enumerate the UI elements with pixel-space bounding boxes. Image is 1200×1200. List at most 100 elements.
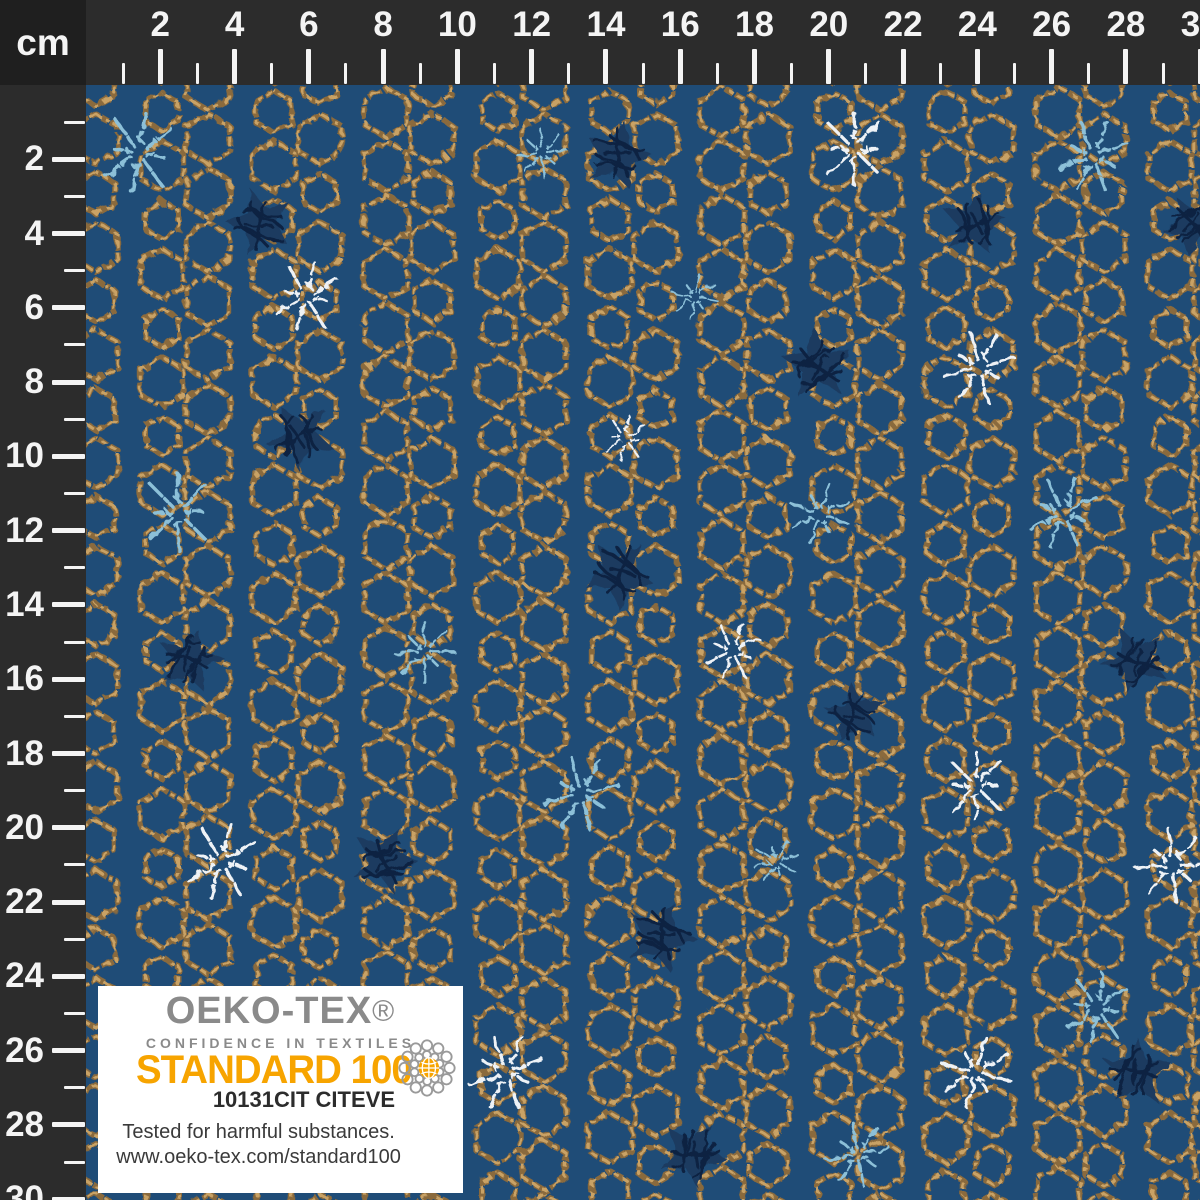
ruler-number: 2	[150, 5, 170, 44]
ruler-tick	[938, 63, 942, 84]
gold-hexagon-highlight	[744, 760, 792, 814]
gold-hexagon	[1082, 277, 1126, 325]
gold-hexagon-highlight	[856, 490, 904, 544]
gold-hexagon-highlight	[362, 895, 410, 949]
gold-hexagon-highlight	[138, 787, 186, 841]
ruler-tick	[493, 63, 497, 84]
gold-hexagon-highlight	[856, 328, 904, 382]
ruler-tick	[64, 640, 85, 644]
gold-hexagon	[743, 975, 793, 1031]
ruler-number: 18	[735, 5, 774, 44]
cert-brand-line: OEKO-TEX®	[98, 990, 463, 1032]
gold-hexagon-highlight	[632, 868, 680, 922]
gold-hexagon-highlight	[816, 1063, 852, 1105]
ruler-tick	[1197, 49, 1200, 84]
ruler-tick	[64, 937, 85, 941]
gold-hexagon-highlight	[810, 895, 858, 949]
gold-hexagon-highlight	[748, 602, 788, 648]
gold-hexagon-highlight	[474, 139, 522, 193]
gold-hexagon-highlight	[250, 787, 298, 841]
ruler-tick	[306, 49, 312, 84]
gold-hexagon-highlight	[138, 355, 186, 409]
gold-hexagon-highlight	[86, 386, 116, 432]
gold-hexagon-highlight	[254, 845, 294, 891]
gold-hexagon-highlight	[412, 926, 452, 972]
ruler-tick	[380, 49, 386, 84]
gold-hexagon-highlight	[86, 652, 120, 706]
gold-hexagon-highlight	[810, 787, 858, 841]
gold-hexagon	[967, 435, 1017, 491]
gold-hexagon-highlight	[250, 895, 298, 949]
gold-hexagon-highlight	[1192, 1093, 1200, 1129]
ruler-number: 14	[5, 584, 44, 624]
gold-hexagon-highlight	[856, 598, 904, 652]
gold-hexagon-highlight	[632, 544, 680, 598]
gold-hexagon-highlight	[408, 868, 456, 922]
ruler-tick	[677, 49, 683, 84]
gold-hexagon-highlight	[632, 328, 680, 382]
gold-hexagon-highlight	[1034, 733, 1082, 787]
gold-hexagon	[361, 462, 411, 518]
gold-hexagon-highlight	[590, 413, 630, 459]
gold-hexagon	[1191, 983, 1200, 1023]
registered-trademark-symbol: ®	[372, 995, 396, 1028]
gold-hexagon-highlight	[926, 305, 966, 351]
gold-hexagon-highlight	[254, 629, 294, 675]
gold-hexagon-highlight	[474, 247, 522, 301]
gold-hexagon	[86, 385, 118, 433]
gold-hexagon-highlight	[1034, 1111, 1082, 1165]
gold-hexagon-highlight	[744, 868, 792, 922]
gold-hexagon-highlight	[698, 679, 746, 733]
gold-hexagon-highlight	[748, 1034, 788, 1080]
gold-hexagon-highlight	[296, 652, 344, 706]
gold-hexagon	[86, 817, 118, 865]
ruler-tick	[344, 63, 348, 84]
gold-hexagon-highlight	[480, 523, 516, 565]
gold-hexagon-highlight	[1034, 787, 1082, 841]
ruler-unit-label: cm	[0, 0, 86, 85]
gold-hexagon-highlight	[810, 247, 858, 301]
gold-hexagon-highlight	[926, 413, 966, 459]
ruler-tick	[974, 49, 980, 84]
gold-hexagon-highlight	[412, 818, 452, 864]
gold-hexagon-highlight	[1146, 355, 1194, 409]
gold-hexagon-highlight	[926, 629, 966, 675]
gold-hexagon-highlight	[922, 895, 970, 949]
cert-brand-text: OEKO-TEX	[165, 990, 373, 1032]
gold-hexagon-highlight	[296, 760, 344, 814]
gold-hexagon-highlight	[474, 463, 522, 517]
logo-loop	[420, 1084, 434, 1097]
gold-hexagon-highlight	[698, 733, 746, 787]
oeko-tex-certification-label: OEKO-TEX® CONFIDENCE IN TEXTILES STANDAR…	[98, 986, 463, 1193]
gold-hexagon-highlight	[974, 1144, 1010, 1186]
gold-hexagon-highlight	[86, 278, 116, 324]
gold-hexagon-highlight	[184, 382, 232, 436]
gold-hexagon-highlight	[1080, 544, 1128, 598]
ruler-tick	[1087, 63, 1091, 84]
gold-hexagon-highlight	[362, 409, 410, 463]
gold-hexagon-highlight	[138, 895, 186, 949]
gold-hexagon	[972, 171, 1012, 215]
ruler-tick	[64, 714, 85, 718]
gold-hexagon	[1191, 929, 1200, 969]
gold-hexagon-highlight	[856, 1030, 904, 1084]
ruler-tick	[121, 63, 125, 84]
gold-hexagon-highlight	[412, 278, 452, 324]
gold-hexagon-highlight	[968, 760, 1016, 814]
gold-hexagon-highlight	[748, 1142, 788, 1188]
gold-hexagon-highlight	[520, 976, 568, 1030]
gold-hexagon-highlight	[1146, 463, 1194, 517]
gold-hexagon-highlight	[1084, 494, 1124, 540]
gold-hexagon-highlight	[412, 386, 452, 432]
logo-loop	[409, 1081, 422, 1094]
gold-hexagon-highlight	[1192, 283, 1200, 319]
logo-loop	[420, 1039, 434, 1052]
cert-standard-text: STANDARD 100	[136, 1048, 413, 1092]
gold-hexagon	[1033, 1164, 1083, 1200]
gold-hexagon-highlight	[590, 197, 630, 243]
gold-hexagon-highlight	[856, 814, 904, 868]
gold-hexagon-highlight	[254, 305, 294, 351]
gold-hexagon	[300, 711, 340, 755]
ruler-number: 22	[883, 5, 923, 44]
ruler-tick	[52, 602, 85, 608]
